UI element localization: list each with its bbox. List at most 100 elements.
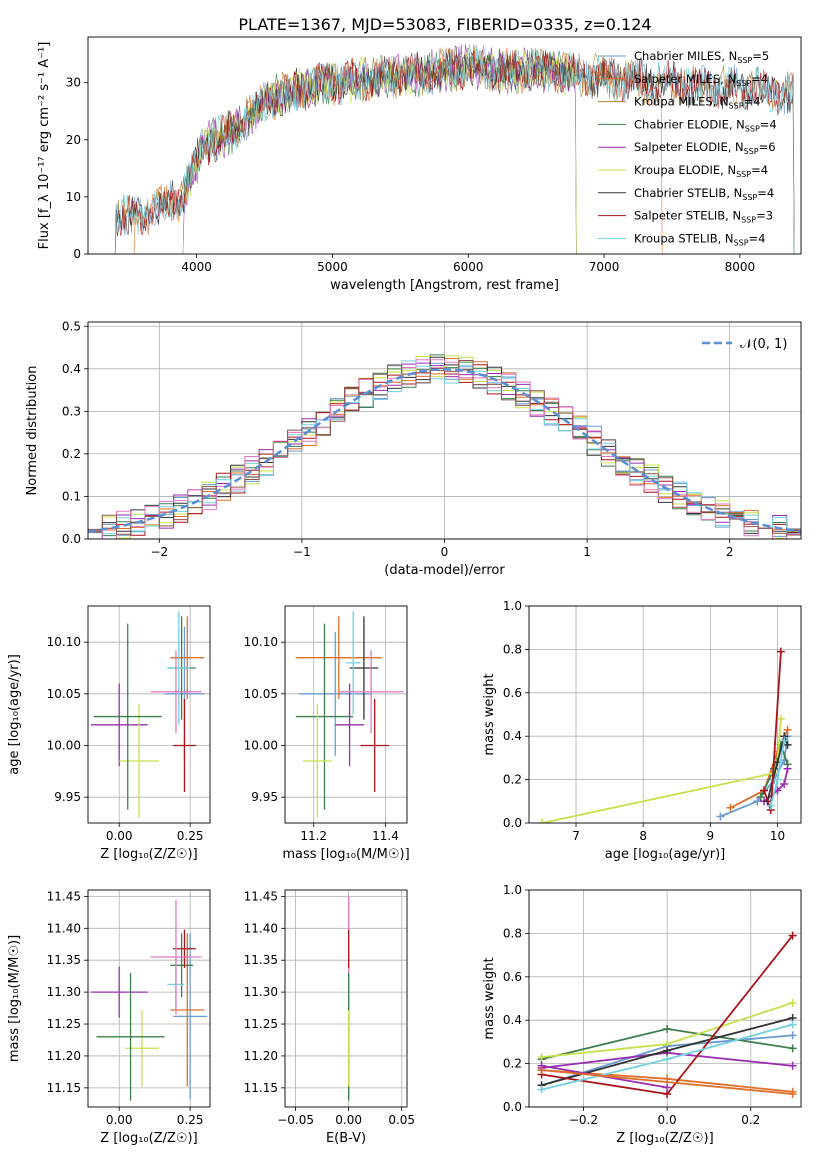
plus-marker: [663, 1046, 672, 1055]
y-tick-label: 0: [73, 247, 81, 261]
y-tick-label: 11.15: [47, 1081, 81, 1095]
plus-marker: [788, 931, 797, 940]
plus-marker: [538, 819, 547, 823]
data-point: [173, 929, 196, 968]
x-tick-label: 0.00: [106, 829, 133, 843]
axes-frame: [87, 889, 211, 1108]
weight-series-line: [542, 718, 782, 823]
data-point: [338, 650, 404, 734]
x-tick-label: 1: [583, 545, 591, 559]
data-point: [119, 704, 159, 818]
axes-frame: [528, 605, 802, 824]
y-tick-label: 1.0: [503, 883, 522, 897]
data-point: [349, 616, 379, 720]
y-tick-label: 0.4: [503, 729, 522, 743]
y-tick-label: 0.2: [62, 447, 81, 461]
y-tick-label: 1.0: [503, 599, 522, 613]
x-tick-label: 6000: [453, 260, 484, 274]
axes-frame: [284, 605, 408, 824]
y-tick-label: 11.25: [244, 1017, 278, 1031]
legend-entry: Chabrier STELIB, NSSP=4: [634, 186, 774, 202]
x-axis-label: Z [log₁₀(Z/Z☉)]: [100, 847, 197, 862]
plus-marker: [766, 801, 775, 810]
y-tick-label: 10.05: [244, 687, 278, 701]
y-tick-label: 0.0: [503, 816, 522, 830]
y-axis-label: Normed distribution: [25, 366, 40, 496]
plus-marker: [776, 714, 785, 723]
chart-spectrum: 4000 5000 6000 7000 8000 0 10 20 30 wavelength [A…: [37, 36, 802, 293]
plus-marker: [773, 775, 782, 784]
x-axis-label: mass [log₁₀(M/M☉)]: [282, 847, 409, 862]
legend-entry: Salpeter ELODIE, NSSP=6: [634, 140, 776, 156]
plus-marker: [537, 1085, 546, 1094]
data-point: [173, 933, 208, 1100]
plus-marker: [788, 1020, 797, 1029]
histogram-step: [88, 355, 801, 539]
y-tick-label: 0.4: [503, 1013, 522, 1027]
x-tick-label: 0.00: [106, 1113, 133, 1127]
data-point: [360, 699, 390, 792]
plot-area: [90, 611, 205, 818]
y-tick-label: 10: [66, 190, 81, 204]
x-tick-label: −1: [293, 545, 311, 559]
plus-marker: [788, 1031, 797, 1040]
plus-marker: [663, 1024, 672, 1033]
x-tick-label: 5000: [317, 260, 348, 274]
y-tick-label: 0.2: [503, 773, 522, 787]
y-tick-label: 0.5: [62, 319, 81, 333]
y-tick-label: 20: [66, 133, 81, 147]
data-point: [302, 704, 332, 818]
axes-frame: [528, 889, 802, 1108]
axes-frame: [87, 605, 211, 824]
y-tick-label: 11.30: [47, 985, 81, 999]
weight-series-line: [541, 1069, 793, 1095]
plus-marker: [716, 812, 725, 821]
chart-weight-vs-age: 7 8 9 10 0.0 0.2 0.4 0.6 0.8 1.0 age [log₁₀(age/yr…: [482, 599, 802, 862]
x-tick-label: 0.25: [177, 1113, 204, 1127]
y-tick-label: 11.20: [244, 1049, 278, 1063]
plus-marker: [783, 764, 792, 773]
y-tick-label: 11.35: [47, 953, 81, 967]
chart-residuals: −2 −1 0 1 2 0.0 0.1 0.2 0.3 0.4 0.5 (data-model)/er…: [25, 319, 802, 578]
plus-marker: [663, 1083, 672, 1092]
x-tick-label: 0.05: [388, 1113, 415, 1127]
legend-entry: Salpeter MILES, NSSP=4: [634, 72, 768, 88]
data-point: [173, 699, 196, 792]
y-tick-label: 0.4: [62, 362, 81, 376]
chart-mass-vs-ebv: −0.05 0.00 0.05 11.15 11.20 11.25 11.30 11.35 11…: [244, 889, 415, 1146]
plot-area: [90, 899, 208, 1101]
x-tick-label: 0.00: [335, 1113, 362, 1127]
plus-marker: [537, 1066, 546, 1075]
plus-marker: [783, 725, 792, 734]
y-tick-label: 11.40: [244, 921, 278, 935]
axes-frame: [87, 321, 802, 540]
plus-marker: [788, 1044, 797, 1053]
plot-area: [88, 354, 801, 539]
x-axis-label: wavelength [Angstrom, rest frame]: [330, 278, 559, 293]
x-tick-label: 0.25: [177, 829, 204, 843]
y-tick-label: 0.0: [62, 532, 81, 546]
chart-mass-vs-Z: 0.00 0.25 11.15 11.20 11.25 11.30 11.35 11.40 11…: [7, 889, 211, 1146]
chart-age-vs-Z: 0.00 0.25 9.95 10.00 10.05 10.10 Z [log₁₀(Z/Z☉…: [7, 605, 211, 862]
y-tick-label: 0.1: [62, 489, 81, 503]
x-tick-label: 4000: [181, 260, 212, 274]
data-point: [90, 966, 148, 1018]
y-tick-label: 0.6: [503, 970, 522, 984]
axes-frame: [284, 889, 408, 1108]
y-axis-label: mass [log₁₀(M/M☉)]: [7, 935, 22, 1062]
histogram-step: [88, 360, 801, 536]
y-tick-label: 9.95: [54, 790, 81, 804]
plus-marker: [760, 786, 769, 795]
plot-area: [114, 43, 795, 254]
x-tick-label: −0.2: [569, 1113, 598, 1127]
y-axis-label: Flux [f_λ 10⁻¹⁷ erg cm⁻² s⁻¹ A⁻¹]: [37, 42, 52, 250]
x-tick-label: 0.0: [658, 1113, 677, 1127]
legend-entry: Kroupa ELODIE, NSSP=4: [634, 163, 768, 179]
data-point: [150, 650, 202, 734]
plus-marker: [783, 740, 792, 749]
data-point: [150, 899, 202, 1015]
legend-entry: Kroupa STELIB, NSSP=4: [634, 231, 765, 247]
plus-marker: [753, 797, 762, 806]
spectrum-series-line: [114, 43, 795, 254]
